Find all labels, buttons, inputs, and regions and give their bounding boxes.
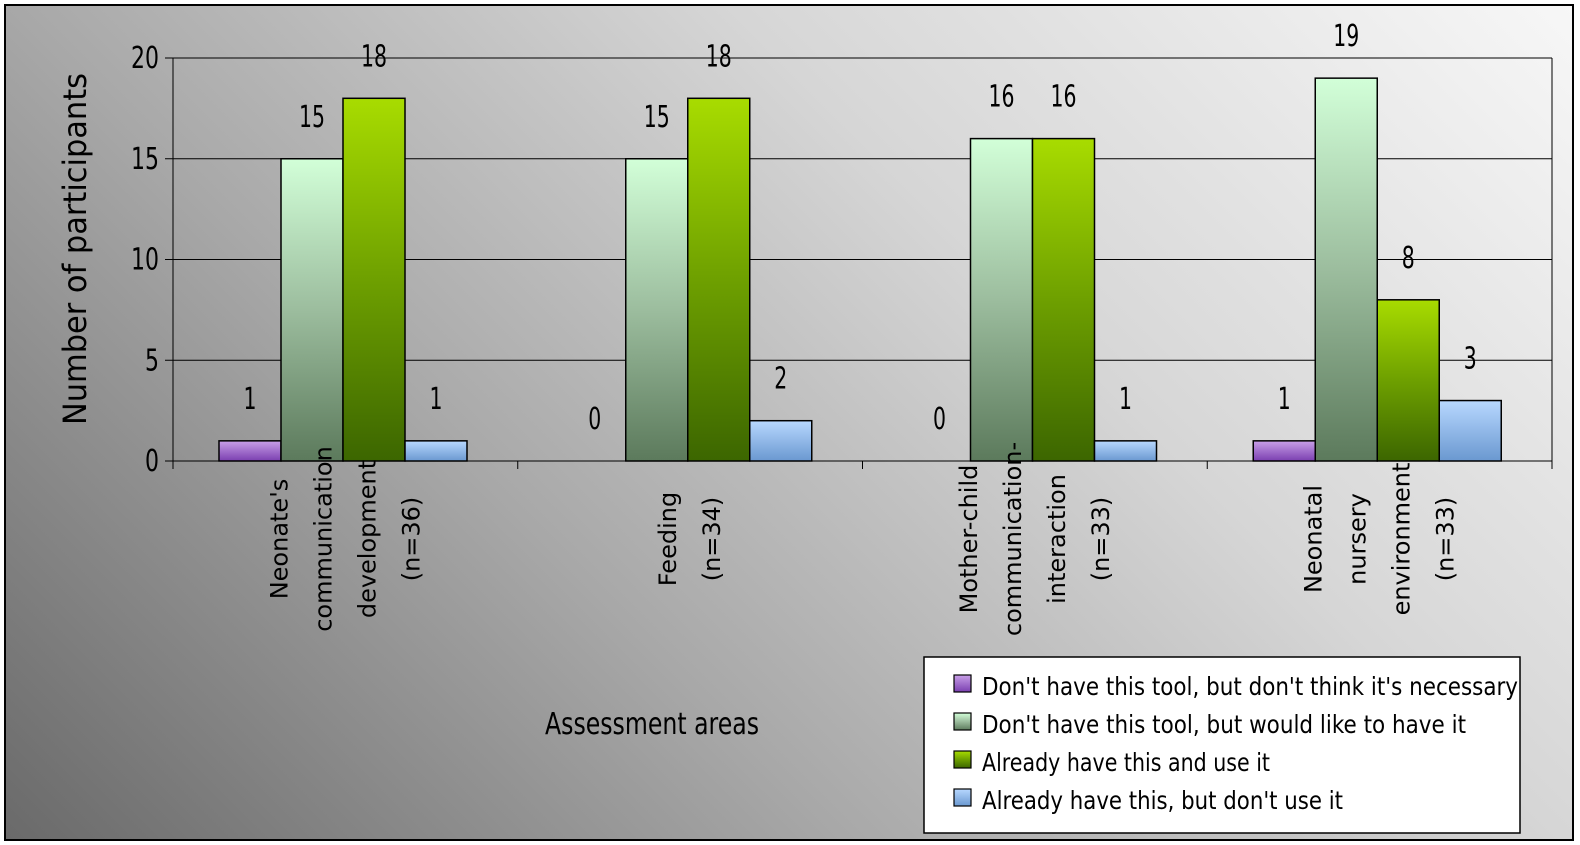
data-label: 3 xyxy=(1464,342,1477,377)
y-tick-label: 10 xyxy=(131,243,159,278)
bar xyxy=(1314,77,1378,462)
bar xyxy=(969,137,1034,462)
bar xyxy=(1376,299,1440,462)
category-label: environment xyxy=(1388,463,1416,616)
bar xyxy=(1252,440,1316,462)
legend-label: Don't have this tool, but would like to … xyxy=(982,710,1466,739)
y-tick-label: 5 xyxy=(145,343,159,378)
y-tick-label: 0 xyxy=(145,444,159,479)
y-axis-title: Number of participants xyxy=(56,73,94,425)
legend-label: Already have this, but don't use it xyxy=(982,786,1343,815)
bar xyxy=(625,158,689,462)
data-label: 8 xyxy=(1402,241,1415,276)
bar xyxy=(1093,440,1158,462)
category-label: Feeding xyxy=(654,492,682,586)
category-label: interaction xyxy=(1043,474,1071,604)
bar xyxy=(218,440,282,462)
category-label: (n=36) xyxy=(397,497,425,582)
legend-swatch xyxy=(953,750,972,769)
legend-swatch xyxy=(953,712,972,731)
category-label: development xyxy=(353,460,381,618)
category-label: (n=34) xyxy=(698,497,726,582)
legend-swatch xyxy=(953,788,972,807)
legend: Don't have this tool, but don't think it… xyxy=(923,656,1521,834)
y-tick-label: 15 xyxy=(131,142,159,177)
data-label: 16 xyxy=(1051,80,1077,115)
chart-frame: 0 5 10 15 20 1 15 18 1 Neonate's communication dev… xyxy=(4,4,1574,841)
category-label: Neonate's xyxy=(265,479,293,600)
bar xyxy=(1438,399,1502,462)
category-label: communication xyxy=(309,446,337,632)
data-label: 1 xyxy=(1278,382,1291,417)
x-axis-title: Assessment areas xyxy=(545,707,759,742)
legend-swatch xyxy=(953,674,972,693)
category-label: (n=33) xyxy=(1432,497,1460,582)
data-label: 18 xyxy=(706,39,732,74)
data-label: 1 xyxy=(430,382,443,417)
category-label: communication- xyxy=(999,442,1027,636)
category-label: Mother-child xyxy=(955,465,983,614)
data-label: 2 xyxy=(774,362,787,397)
data-label: 0 xyxy=(933,402,946,437)
category-label: nursery xyxy=(1344,493,1372,585)
bar xyxy=(687,97,751,462)
data-label: 0 xyxy=(588,402,601,437)
data-label: 1 xyxy=(244,382,257,417)
data-label: 15 xyxy=(644,100,670,135)
legend-box xyxy=(923,656,1521,834)
legend-label: Already have this and use it xyxy=(982,748,1270,777)
data-label: 15 xyxy=(299,100,325,135)
data-label: 19 xyxy=(1333,19,1359,54)
y-tick-label: 20 xyxy=(131,41,159,76)
data-label: 1 xyxy=(1119,382,1132,417)
bar xyxy=(342,97,406,462)
category-label: (n=33) xyxy=(1087,497,1115,582)
legend-label: Don't have this tool, but don't think it… xyxy=(982,672,1518,701)
bar xyxy=(749,419,813,462)
bar xyxy=(280,158,344,462)
data-label: 16 xyxy=(989,80,1015,115)
bar xyxy=(404,440,468,462)
bar xyxy=(1031,137,1096,462)
data-label: 18 xyxy=(361,39,387,74)
category-label: Neonatal xyxy=(1300,485,1328,593)
